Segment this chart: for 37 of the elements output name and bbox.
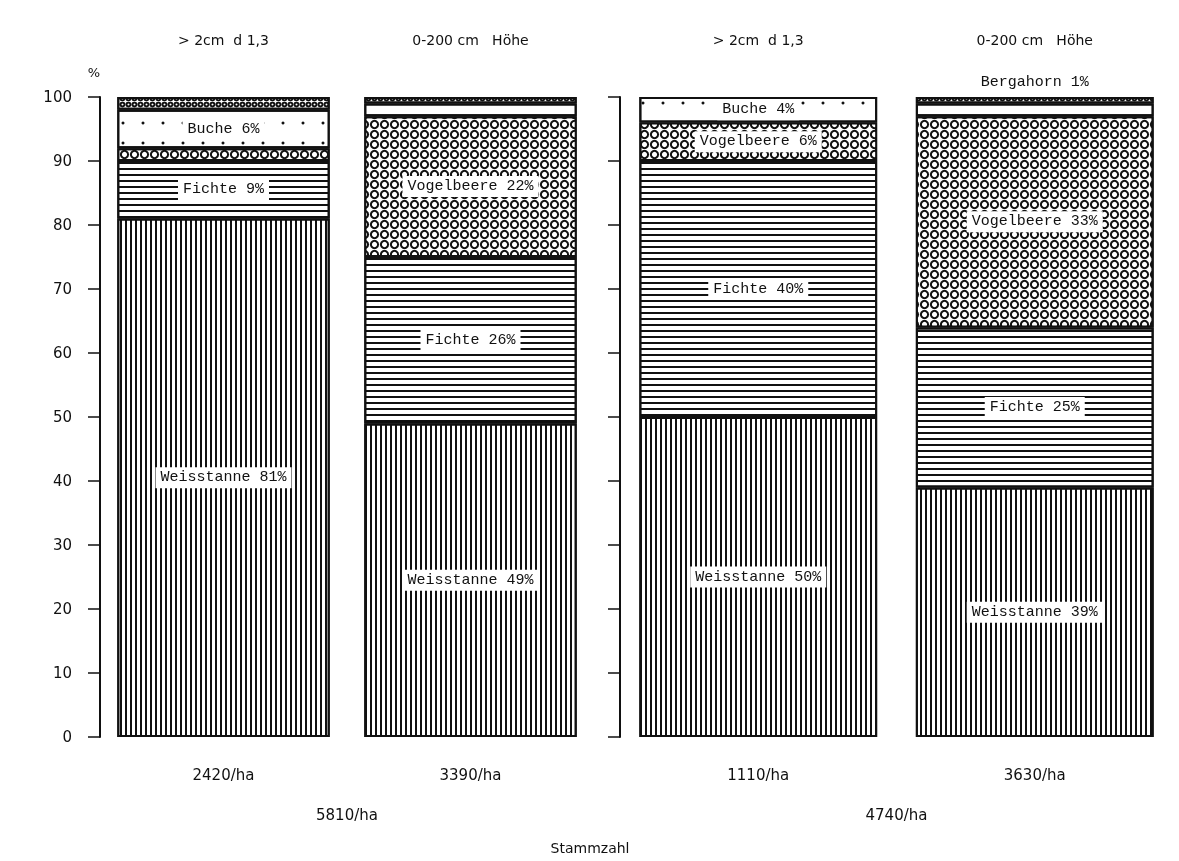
data-label: Weisstanne 50% [695,568,823,586]
y-tick-label: 90 [52,152,72,170]
y-tick-label: 50 [52,408,72,426]
x-tick-label: 3630/ha [1003,765,1066,784]
data-label: Fichte 9% [182,181,265,199]
data-label: Vogelbeere 33% [971,213,1099,231]
data-label: Bergahorn 1% [980,74,1090,91]
y-tick-label: 80 [52,216,72,234]
data-label: Vogelbeere 6% [699,133,818,151]
data-label: Fichte 26% [425,331,517,349]
x-tick-label: 2420/ha [192,765,255,784]
y-tick-label: 40 [52,472,72,490]
y-axis-title: % [87,65,100,80]
x-axis-title: 5810/ha [316,805,378,824]
x-tick-label: 1110/ha [727,765,790,784]
data-label: Buche 4% [722,101,796,119]
text: > 2cm d 1,3 [178,32,269,48]
data-label: Weisstanne 49% [407,571,535,589]
y-tick-label: 70 [52,280,72,298]
data-label: Weisstanne 39% [971,603,1099,621]
text: Stammzahl [550,840,630,856]
x-axis-title: 4740/ha [865,805,928,824]
y-tick-label: 20 [52,600,72,618]
text: > 2cm d 1,3 [712,32,804,48]
x-tick-label: 3390/ha [439,765,502,784]
y-tick-label: 30 [52,536,72,554]
y-tick-label: 10 [52,664,72,682]
text: 0-200 cm Höhe [412,32,529,48]
y-tick-label: 100 [43,88,72,106]
data-label: Fichte 40% [713,280,805,298]
data-label: Buche 6% [187,120,261,138]
data-label: Fichte 25% [989,398,1081,416]
y-tick-label: 0 [62,728,72,746]
text: 0-200 cm Höhe [976,32,1093,48]
data-label: Weisstanne 81% [160,469,288,487]
y-tick-label: 60 [52,344,72,362]
data-label: Vogelbeere 22% [407,178,535,196]
